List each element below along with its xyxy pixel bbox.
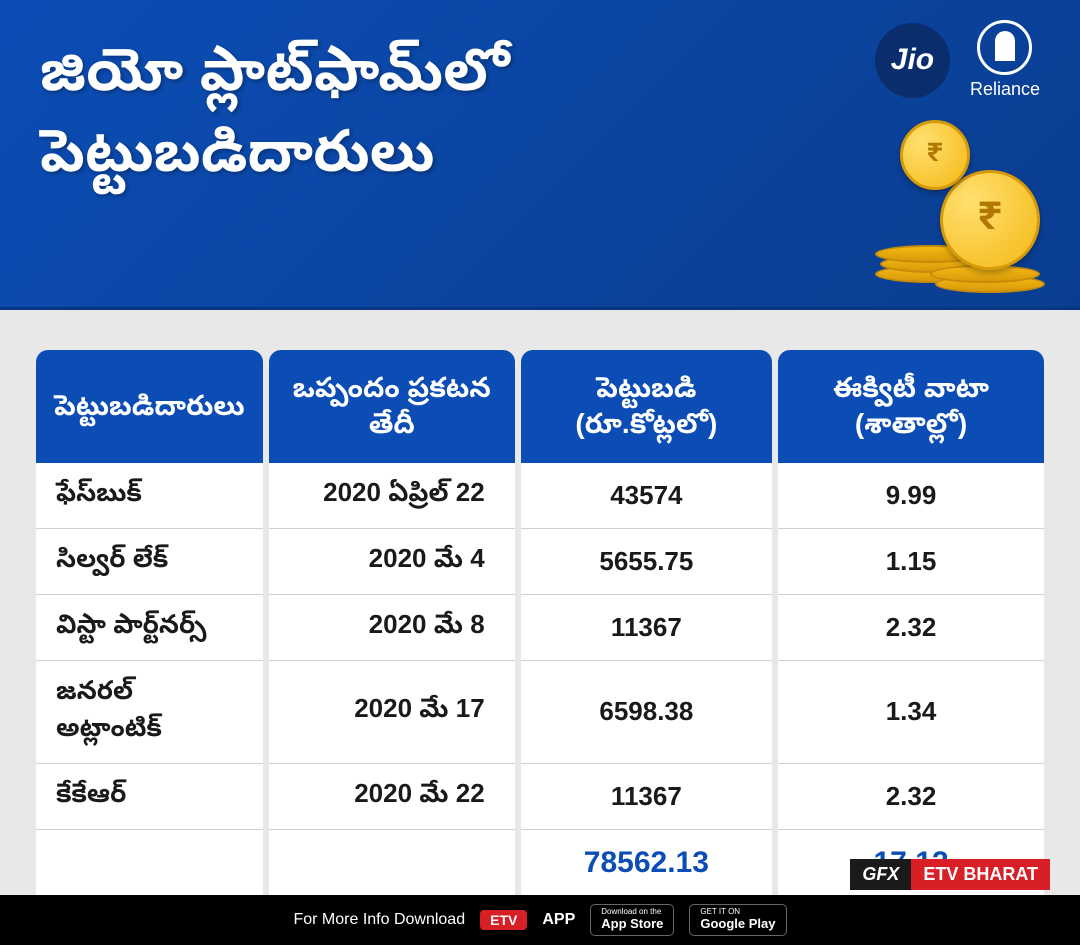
reliance-logo: Reliance — [970, 20, 1040, 100]
footer-bar: For More Info Download ETV APP Download … — [0, 895, 1080, 945]
jio-logo-icon: Jio — [875, 23, 950, 98]
rupee-coin-icon: ₹ — [940, 170, 1040, 270]
cell-investor: సిల్వర్ లేక్ — [36, 529, 263, 595]
cell-date: 2020 ఏప్రిల్ 22 — [269, 463, 515, 529]
download-text: For More Info Download — [293, 911, 465, 929]
etv-label: ETV BHARAT — [911, 859, 1050, 890]
col-investor: పెట్టుబడిదారులు — [36, 350, 263, 463]
app-store-badge[interactable]: Download on the App Store — [590, 904, 674, 935]
cell-equity: 2.32 — [778, 595, 1044, 661]
gfx-label: GFX — [850, 859, 911, 890]
cell-date: 2020 మే 8 — [269, 595, 515, 661]
app-label: APP — [542, 911, 575, 929]
cell-investor: కేకేఆర్ — [36, 764, 263, 830]
table-row: ఫేస్‌బుక్ 2020 ఏప్రిల్ 22 43574 9.99 — [36, 463, 1044, 529]
cell-date: 2020 మే 4 — [269, 529, 515, 595]
brand-logos: Jio Reliance — [875, 20, 1040, 100]
cell-equity: 1.34 — [778, 661, 1044, 764]
cell-equity: 1.15 — [778, 529, 1044, 595]
col-date: ఒప్పందం ప్రకటన తేదీ — [269, 350, 515, 463]
cell-equity: 2.32 — [778, 764, 1044, 830]
cell-empty — [36, 830, 263, 896]
cell-investment: 11367 — [521, 595, 772, 661]
reliance-label: Reliance — [970, 79, 1040, 100]
cell-empty — [269, 830, 515, 896]
col-equity: ఈక్విటీ వాటా (శాతాల్లో) — [778, 350, 1044, 463]
cell-investment: 5655.75 — [521, 529, 772, 595]
reliance-flame-icon — [977, 20, 1032, 75]
table-row: సిల్వర్ లేక్ 2020 మే 4 5655.75 1.15 — [36, 529, 1044, 595]
rupee-coin-icon: ₹ — [900, 120, 970, 190]
cell-investor: విస్టా పార్ట్‌నర్స్ — [36, 595, 263, 661]
page-title: జియో ప్లాట్‌ఫామ్‌లో పెట్టుబడిదారులు — [40, 30, 760, 192]
cell-date: 2020 మే 22 — [269, 764, 515, 830]
table-row: విస్టా పార్ట్‌నర్స్ 2020 మే 8 11367 2.32 — [36, 595, 1044, 661]
cell-investor: జనరల్ అట్లాంటిక్ — [36, 661, 263, 764]
cell-equity: 9.99 — [778, 463, 1044, 529]
cell-date: 2020 మే 17 — [269, 661, 515, 764]
table-row: జనరల్ అట్లాంటిక్ 2020 మే 17 6598.38 1.34 — [36, 661, 1044, 764]
total-investment: 78562.13 — [521, 830, 772, 896]
table-header-row: పెట్టుబడిదారులు ఒప్పందం ప్రకటన తేదీ పెట్… — [36, 350, 1044, 463]
cell-investment: 6598.38 — [521, 661, 772, 764]
google-play-badge[interactable]: GET IT ON Google Play — [689, 904, 786, 935]
source-badge: GFX ETV BHARAT — [850, 859, 1050, 890]
col-investment: పెట్టుబడి (రూ.కోట్లలో) — [521, 350, 772, 463]
header-banner: జియో ప్లాట్‌ఫామ్‌లో పెట్టుబడిదారులు Jio … — [0, 0, 1080, 310]
table-row: కేకేఆర్ 2020 మే 22 11367 2.32 — [36, 764, 1044, 830]
coin-illustration: ₹ ₹ — [860, 120, 1040, 290]
investors-table: పెట్టుబడిదారులు ఒప్పందం ప్రకటన తేదీ పెట్… — [30, 350, 1050, 896]
etv-logo-icon: ETV — [480, 910, 527, 930]
title-line-2: పెట్టుబడిదారులు — [40, 111, 760, 192]
investors-table-container: పెట్టుబడిదారులు ఒప్పందం ప్రకటన తేదీ పెట్… — [0, 310, 1080, 916]
cell-investor: ఫేస్‌బుక్ — [36, 463, 263, 529]
title-line-1: జియో ప్లాట్‌ఫామ్‌లో — [40, 30, 760, 111]
cell-investment: 43574 — [521, 463, 772, 529]
cell-investment: 11367 — [521, 764, 772, 830]
